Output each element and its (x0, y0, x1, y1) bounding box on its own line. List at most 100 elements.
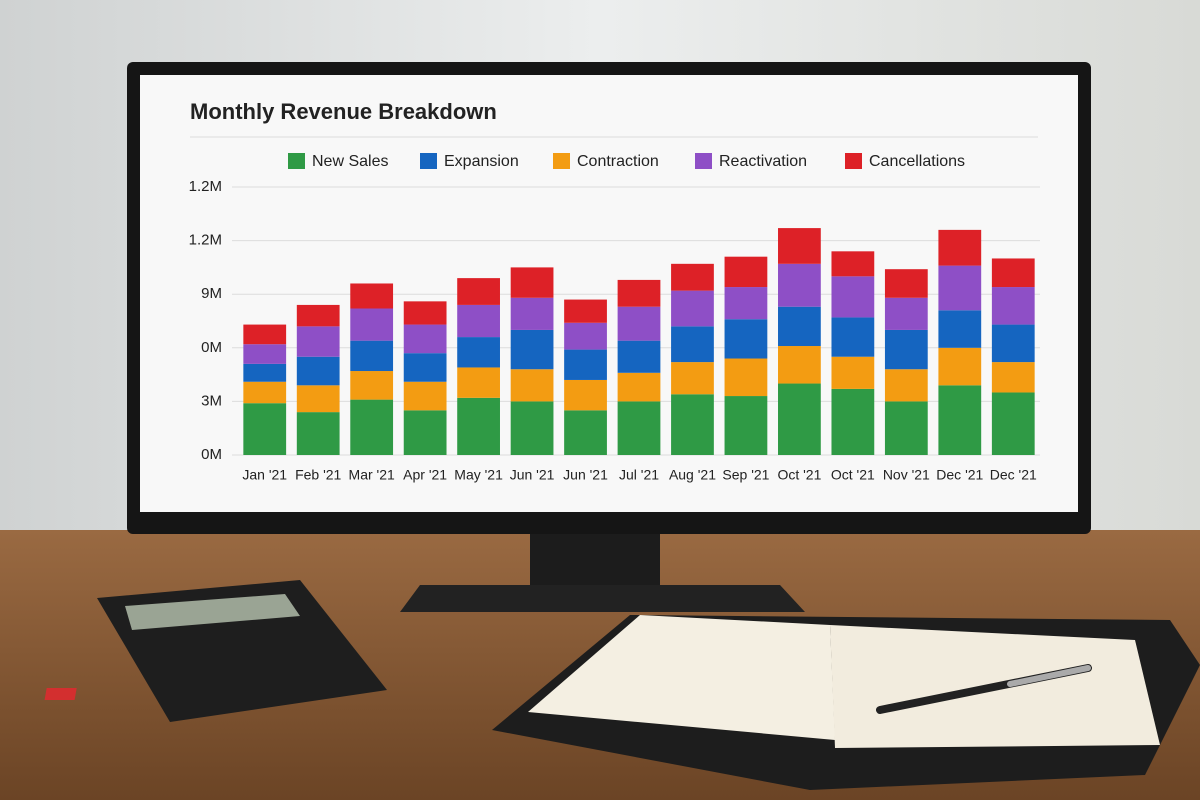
bar-segment (831, 251, 875, 277)
y-tick-label: 0M (201, 339, 222, 356)
calculator (44, 580, 387, 722)
bar-segment (350, 399, 394, 455)
bar-segment (831, 276, 875, 318)
legend-swatch (420, 153, 437, 169)
bar-segment (510, 369, 554, 402)
x-tick-label: Sep '21 (722, 467, 769, 483)
notebook (492, 615, 1200, 790)
bar-segment (938, 229, 982, 266)
bar-segment (617, 340, 661, 373)
chart: 0M 3M 0M 9M 1.2M 1.2M New Sales Expansion Contra… (189, 153, 1040, 483)
bar-segment (991, 362, 1035, 393)
bar-segment (671, 290, 714, 327)
x-tick-label: Dec '21 (990, 467, 1037, 483)
bar-segment (350, 308, 394, 341)
y-tick-label: 3M (201, 392, 222, 409)
bar-segment (938, 347, 982, 386)
bar-segment (991, 287, 1035, 325)
x-tick-label: Jan '21 (242, 467, 287, 483)
bar-segment (884, 329, 928, 370)
x-tick-label: Dec '21 (936, 467, 983, 483)
bar-segment (991, 392, 1035, 455)
bar-segment (671, 362, 714, 395)
bar-segment (884, 401, 928, 455)
bar-segment (564, 379, 607, 411)
legend-swatch (845, 153, 862, 169)
bar-segment (403, 324, 447, 354)
bar-segment (457, 337, 500, 368)
bar-segment (457, 278, 500, 305)
legend-swatch (695, 153, 712, 169)
bar-segment (510, 267, 554, 298)
bar-segment (884, 297, 928, 330)
y-tick-label: 9M (201, 285, 222, 302)
bar-segment (778, 346, 821, 384)
bar-segment (724, 396, 768, 455)
bar-segment (403, 410, 447, 455)
bar-segment (296, 304, 340, 327)
x-tick-label: Aug '21 (669, 467, 716, 483)
bar-segment (243, 363, 287, 382)
bar-segment (350, 340, 394, 372)
bar-segment (724, 358, 768, 397)
bar-segment (296, 356, 340, 386)
bar-segment (350, 371, 394, 400)
monitor-base (400, 585, 805, 612)
bar-segment (564, 322, 607, 350)
bar-segment (938, 265, 982, 311)
bar-segment (778, 383, 821, 455)
bar-segment (457, 367, 500, 398)
y-tick-label: 1.2M (189, 178, 222, 195)
bar-segment (724, 287, 768, 320)
legend-swatch (553, 153, 570, 169)
bar-segment (884, 269, 928, 298)
bar-segment (671, 394, 714, 455)
legend-label: Reactivation (719, 153, 807, 170)
bar-segment (510, 297, 554, 330)
bar-segment (403, 381, 447, 411)
bar-segment (778, 228, 821, 264)
bar-segment (564, 410, 607, 455)
bar-segment (243, 381, 287, 404)
bar-segment (724, 256, 768, 288)
bar-segment (991, 258, 1035, 288)
bar-segment (350, 283, 394, 309)
bar-segment (564, 299, 607, 323)
legend-label: Expansion (444, 153, 519, 170)
bar-segment (243, 324, 287, 345)
y-tick-label: 1.2M (189, 232, 222, 249)
bar-segment (991, 324, 1035, 363)
bar-segment (243, 344, 287, 364)
bar-segment (564, 349, 607, 380)
bar-segment (510, 401, 554, 455)
bar-segment (617, 372, 661, 402)
bar-segment (778, 263, 821, 307)
bar-segment (403, 301, 447, 325)
x-tick-label: Oct '21 (777, 467, 821, 483)
x-tick-label: Oct '21 (831, 467, 875, 483)
bar-segment (617, 279, 661, 307)
chart-title: Monthly Revenue Breakdown (190, 99, 497, 124)
monitor-neck (530, 530, 660, 590)
x-tick-label: Feb '21 (295, 467, 341, 483)
legend-label: Contraction (577, 153, 659, 170)
y-tick-label: 0M (201, 446, 222, 463)
x-tick-label: Jul '21 (619, 467, 659, 483)
bar-segment (831, 356, 875, 389)
x-tick-label: Jun '21 (563, 467, 608, 483)
legend-label: New Sales (312, 153, 388, 170)
bar-segment (831, 317, 875, 357)
bar-segment (296, 385, 340, 413)
x-tick-label: Apr '21 (403, 467, 447, 483)
bar-segment (724, 319, 768, 359)
legend-label: Cancellations (869, 153, 965, 170)
bar-segment (884, 369, 928, 402)
bar-segment (831, 388, 875, 455)
bar-segment (510, 329, 554, 370)
bar-segment (457, 397, 500, 455)
bar-segment (671, 263, 714, 291)
bar-segment (938, 385, 982, 455)
bar-segment (296, 326, 340, 357)
x-tick-label: Mar '21 (349, 467, 395, 483)
